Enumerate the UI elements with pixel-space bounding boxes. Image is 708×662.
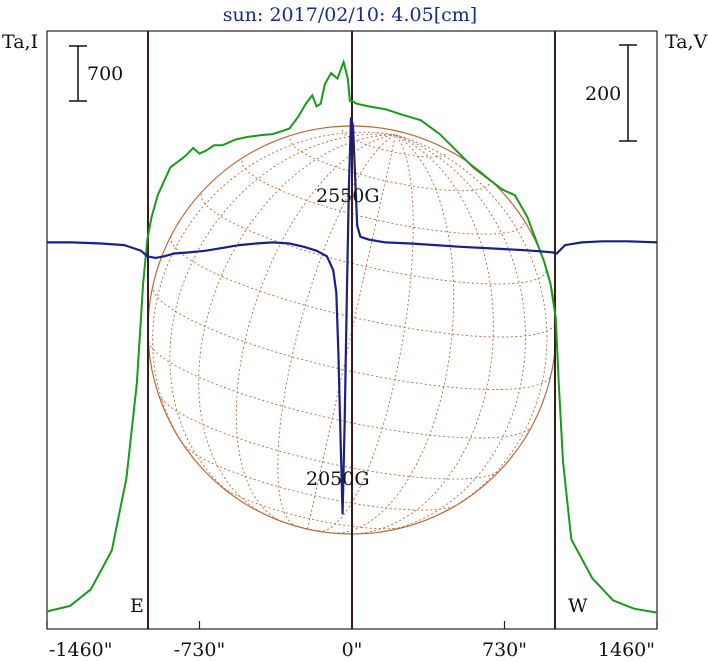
grid-line (318, 134, 414, 532)
grid-line (170, 236, 557, 338)
grid-line (333, 134, 455, 534)
grid-line (352, 134, 494, 535)
x-tick-label: 730" (482, 639, 527, 661)
heliographic-grid (148, 130, 557, 535)
x-tick-label: 0" (342, 639, 363, 661)
west-label: W (568, 595, 588, 617)
limb-markers (147, 31, 556, 629)
x-tick-label: 1460" (598, 639, 655, 661)
grid-line (289, 138, 490, 192)
east-label: E (130, 595, 144, 617)
grid-line (275, 518, 341, 535)
grid-line (277, 134, 396, 527)
x-axis-ticks: -1460" -730" 0" 730" 1460" (46, 621, 658, 661)
left-axis-label: Ta,I (2, 31, 38, 53)
grid-line (219, 484, 406, 530)
grid-line (307, 134, 397, 530)
annotation-2050g: 2050G (306, 468, 370, 490)
grid-line (152, 285, 552, 390)
chart-title: sun: 2017/02/10: 4.05[cm] (223, 4, 477, 26)
x-tick-label: -1460" (49, 639, 113, 661)
annotation-2550g: 2550G (316, 185, 380, 207)
grid-line (235, 134, 396, 523)
grid-line (380, 134, 527, 533)
right-axis-label: Ta,V (665, 31, 708, 53)
grid-line (198, 134, 396, 515)
scale-bar-left: 700 (69, 45, 123, 102)
grid-line (395, 134, 548, 516)
grid-line (148, 341, 532, 439)
scale-bar-right: 200 (585, 44, 637, 142)
x-tick-label: -730" (174, 639, 225, 661)
grid-line (152, 131, 396, 462)
grid-line (342, 130, 447, 158)
grid-line (181, 442, 458, 511)
grid-line (169, 133, 396, 501)
scale-bar-right-label: 200 (585, 83, 621, 105)
scale-bar-left-label: 700 (87, 63, 123, 85)
grid-line (200, 193, 547, 285)
polarization-curve (47, 117, 658, 515)
